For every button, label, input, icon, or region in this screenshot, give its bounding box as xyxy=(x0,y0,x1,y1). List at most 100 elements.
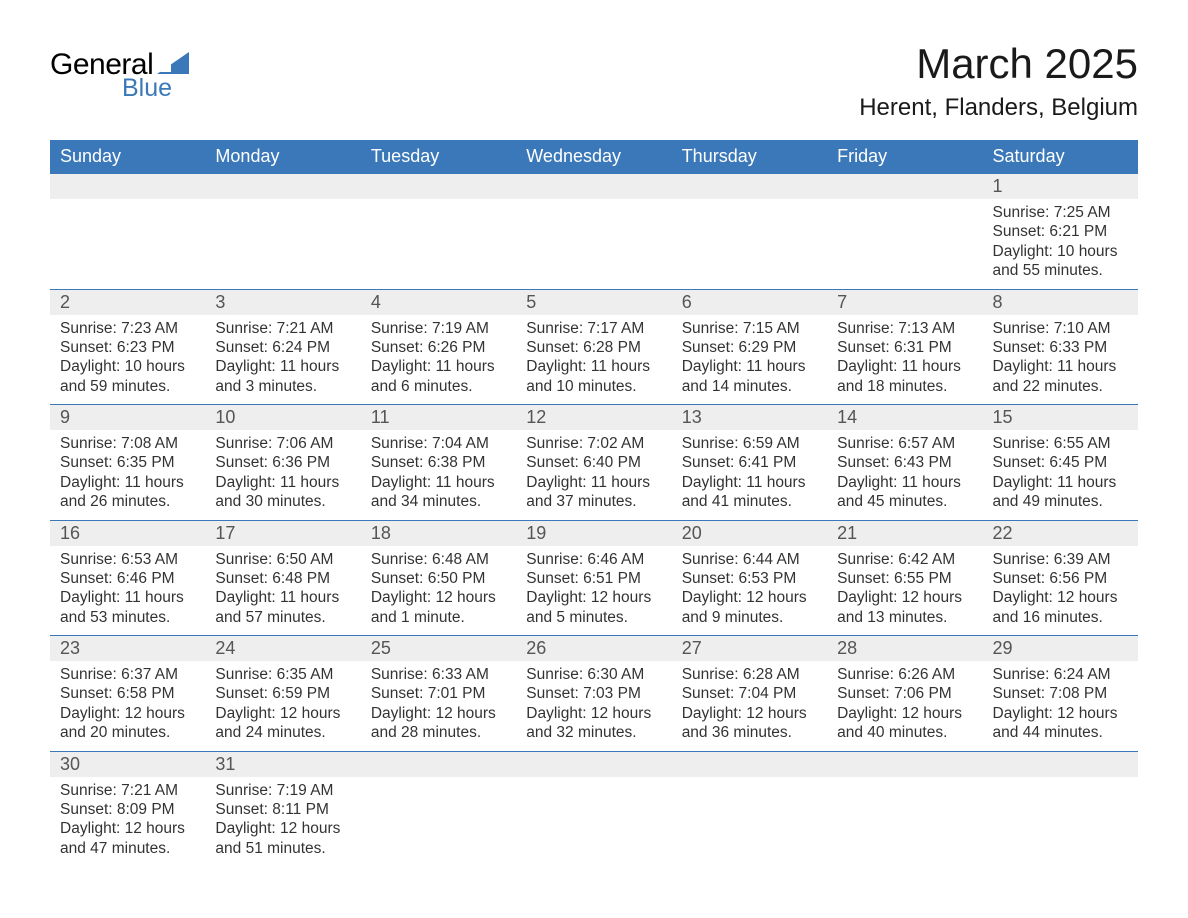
day-details xyxy=(827,777,982,867)
day-details: Sunrise: 7:04 AMSunset: 6:38 PMDaylight:… xyxy=(361,430,516,520)
day-details xyxy=(983,777,1138,867)
day-d1: Daylight: 12 hours xyxy=(526,588,661,607)
day-d2: and 57 minutes. xyxy=(215,608,350,627)
day-sr: Sunrise: 7:08 AM xyxy=(60,434,195,453)
day-d1: Daylight: 12 hours xyxy=(371,588,506,607)
day-sr: Sunrise: 7:25 AM xyxy=(993,203,1128,222)
day-d2: and 36 minutes. xyxy=(682,723,817,742)
day-d1: Daylight: 10 hours xyxy=(60,357,195,376)
day-ss: Sunset: 6:33 PM xyxy=(993,338,1128,357)
day-d2: and 10 minutes. xyxy=(526,377,661,396)
day-cell: 3 xyxy=(205,289,360,315)
day-d2: and 14 minutes. xyxy=(682,377,817,396)
day-d1: Daylight: 12 hours xyxy=(682,588,817,607)
day-d1: Daylight: 11 hours xyxy=(215,357,350,376)
day-cell: 22 xyxy=(983,520,1138,546)
day-ss: Sunset: 7:03 PM xyxy=(526,684,661,703)
day-cell: 17 xyxy=(205,520,360,546)
day-d2: and 26 minutes. xyxy=(60,492,195,511)
daynum-row: 2345678 xyxy=(50,289,1138,315)
day-number: 26 xyxy=(516,636,671,661)
day-cell: 29 xyxy=(983,636,1138,662)
day-details: Sunrise: 7:17 AMSunset: 6:28 PMDaylight:… xyxy=(516,315,671,405)
day-ss: Sunset: 6:24 PM xyxy=(215,338,350,357)
day-header: Thursday xyxy=(672,140,827,174)
day-d2: and 13 minutes. xyxy=(837,608,972,627)
day-ss: Sunset: 6:48 PM xyxy=(215,569,350,588)
day-d2: and 55 minutes. xyxy=(993,261,1128,280)
day-d1: Daylight: 12 hours xyxy=(526,704,661,723)
day-sr: Sunrise: 6:55 AM xyxy=(993,434,1128,453)
day-ss: Sunset: 6:43 PM xyxy=(837,453,972,472)
day-d1: Daylight: 11 hours xyxy=(682,357,817,376)
day-sr: Sunrise: 6:50 AM xyxy=(215,550,350,569)
day-d2: and 47 minutes. xyxy=(60,839,195,858)
day-number: 2 xyxy=(50,290,205,315)
day-details: Sunrise: 6:42 AMSunset: 6:55 PMDaylight:… xyxy=(827,546,982,636)
day-sr: Sunrise: 7:04 AM xyxy=(371,434,506,453)
day-sr: Sunrise: 7:17 AM xyxy=(526,319,661,338)
day-cell: 1 xyxy=(983,174,1138,200)
day-d2: and 32 minutes. xyxy=(526,723,661,742)
day-sr: Sunrise: 7:21 AM xyxy=(60,781,195,800)
day-sr: Sunrise: 6:42 AM xyxy=(837,550,972,569)
day-details xyxy=(50,199,205,289)
day-number: 5 xyxy=(516,290,671,315)
day-details: Sunrise: 7:21 AMSunset: 6:24 PMDaylight:… xyxy=(205,315,360,405)
day-cell: 30 xyxy=(50,751,205,777)
day-cell xyxy=(672,751,827,777)
day-cell: 25 xyxy=(361,636,516,662)
day-number: 20 xyxy=(672,521,827,546)
day-ss: Sunset: 6:45 PM xyxy=(993,453,1128,472)
day-ss: Sunset: 6:51 PM xyxy=(526,569,661,588)
day-d1: Daylight: 11 hours xyxy=(371,357,506,376)
day-number: 19 xyxy=(516,521,671,546)
details-row: Sunrise: 6:37 AMSunset: 6:58 PMDaylight:… xyxy=(50,661,1138,751)
day-d1: Daylight: 12 hours xyxy=(60,704,195,723)
day-d1: Daylight: 11 hours xyxy=(993,357,1128,376)
day-cell: 5 xyxy=(516,289,671,315)
day-details: Sunrise: 7:19 AMSunset: 8:11 PMDaylight:… xyxy=(205,777,360,867)
day-sr: Sunrise: 7:06 AM xyxy=(215,434,350,453)
day-header: Saturday xyxy=(983,140,1138,174)
day-number: 27 xyxy=(672,636,827,661)
day-cell: 2 xyxy=(50,289,205,315)
day-details: Sunrise: 7:19 AMSunset: 6:26 PMDaylight:… xyxy=(361,315,516,405)
day-d1: Daylight: 11 hours xyxy=(371,473,506,492)
title-location: Herent, Flanders, Belgium xyxy=(859,94,1138,122)
day-ss: Sunset: 7:08 PM xyxy=(993,684,1128,703)
day-sr: Sunrise: 7:02 AM xyxy=(526,434,661,453)
day-header: Tuesday xyxy=(361,140,516,174)
day-d1: Daylight: 12 hours xyxy=(837,704,972,723)
day-sr: Sunrise: 7:19 AM xyxy=(215,781,350,800)
day-details xyxy=(516,199,671,289)
day-d2: and 40 minutes. xyxy=(837,723,972,742)
day-number: 4 xyxy=(361,290,516,315)
details-row: Sunrise: 6:53 AMSunset: 6:46 PMDaylight:… xyxy=(50,546,1138,636)
day-number: 8 xyxy=(983,290,1138,315)
day-ss: Sunset: 6:29 PM xyxy=(682,338,817,357)
day-sr: Sunrise: 7:19 AM xyxy=(371,319,506,338)
day-cell: 23 xyxy=(50,636,205,662)
day-cell: 27 xyxy=(672,636,827,662)
day-ss: Sunset: 6:36 PM xyxy=(215,453,350,472)
day-number: 15 xyxy=(983,405,1138,430)
day-d2: and 41 minutes. xyxy=(682,492,817,511)
day-sr: Sunrise: 6:59 AM xyxy=(682,434,817,453)
day-cell: 11 xyxy=(361,405,516,431)
day-d2: and 18 minutes. xyxy=(837,377,972,396)
day-number: 14 xyxy=(827,405,982,430)
day-sr: Sunrise: 6:57 AM xyxy=(837,434,972,453)
day-d1: Daylight: 11 hours xyxy=(993,473,1128,492)
day-header: Sunday xyxy=(50,140,205,174)
details-row: Sunrise: 7:21 AMSunset: 8:09 PMDaylight:… xyxy=(50,777,1138,867)
day-number: 13 xyxy=(672,405,827,430)
day-details xyxy=(361,777,516,867)
day-sr: Sunrise: 6:24 AM xyxy=(993,665,1128,684)
day-cell: 20 xyxy=(672,520,827,546)
day-d2: and 3 minutes. xyxy=(215,377,350,396)
day-number: 10 xyxy=(205,405,360,430)
day-ss: Sunset: 7:01 PM xyxy=(371,684,506,703)
logo-triangle-icon xyxy=(157,52,189,74)
day-d2: and 1 minute. xyxy=(371,608,506,627)
